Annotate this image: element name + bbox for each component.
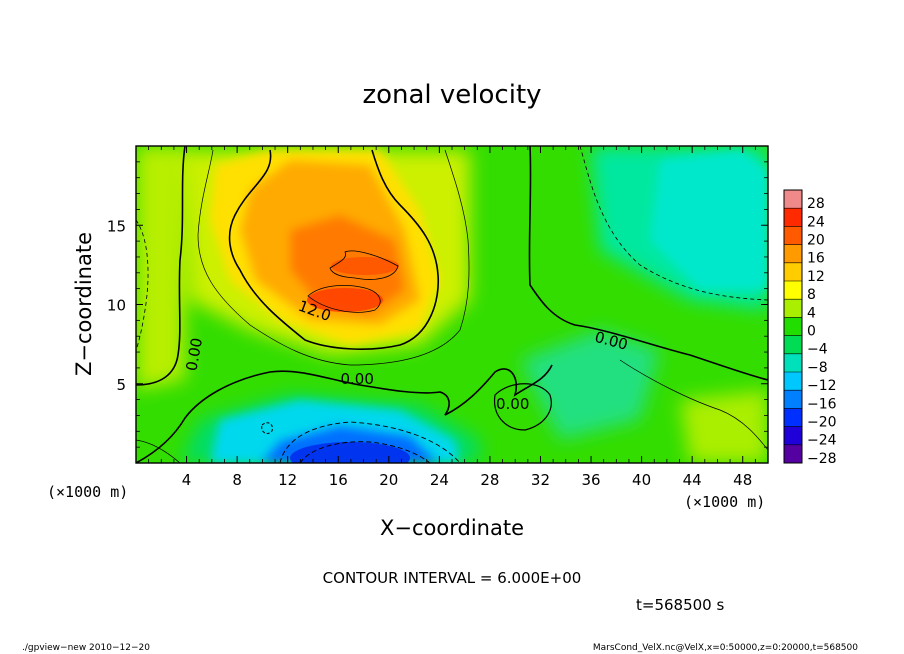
colorbar-swatch bbox=[784, 335, 802, 355]
colorbar-label: −28 bbox=[807, 451, 837, 467]
colorbar-label: 4 bbox=[807, 305, 816, 321]
x-tick-label: 28 bbox=[480, 471, 499, 489]
colorbar-label: −16 bbox=[807, 396, 837, 412]
x-tick-label: 40 bbox=[632, 471, 651, 489]
x-tick-label: 8 bbox=[232, 471, 242, 489]
colorbar-swatch bbox=[784, 317, 802, 337]
colorbar-swatch bbox=[784, 426, 802, 446]
colorbar-swatch bbox=[784, 190, 802, 209]
y-axis: 5 10 15 bbox=[107, 161, 768, 448]
colorbar-swatch bbox=[784, 226, 802, 246]
colorbar-label: 20 bbox=[807, 233, 825, 249]
contour-neg12-low bbox=[299, 441, 431, 463]
colorbar-swatch bbox=[784, 262, 802, 282]
colorbar-label: 8 bbox=[807, 287, 816, 303]
x-tick-label: 36 bbox=[581, 471, 600, 489]
contour-interval: CONTOUR INTERVAL = 6.000E+00 bbox=[323, 569, 582, 587]
x-unit-right: (×1000 m) bbox=[684, 493, 765, 511]
colorbar-label: 12 bbox=[807, 269, 825, 285]
colorbar-label: −12 bbox=[807, 378, 837, 394]
y-tick-label: 15 bbox=[107, 217, 126, 235]
footer-right: MarsCond_VelX.nc@VelX,x=0:50000,z=0:2000… bbox=[593, 643, 858, 653]
colorbar: 28 24 20 16 12 8 4 0 −4 −8 −12 −16 −20 −24 −28 bbox=[783, 189, 837, 467]
y-axis-label: Z−coordinate bbox=[72, 232, 96, 376]
x-tick-label: 24 bbox=[430, 471, 449, 489]
field-region-cyan-patch bbox=[650, 150, 768, 290]
x-tick-label: 48 bbox=[733, 471, 752, 489]
contour-0-right bbox=[528, 146, 768, 381]
colorbar-label: −24 bbox=[807, 433, 837, 449]
colorbar-label: 28 bbox=[807, 196, 825, 212]
colorbar-swatch bbox=[784, 353, 802, 373]
colorbar-swatch bbox=[784, 208, 802, 227]
field-jet-max-upper bbox=[331, 257, 399, 275]
x-axis-label: X−coordinate bbox=[380, 516, 524, 540]
plot-area: 12.00.000.000.000.00 bbox=[136, 146, 768, 463]
contour-neg6-left bbox=[136, 219, 149, 351]
contour-18-upper bbox=[329, 250, 399, 280]
chart-title: zonal velocity bbox=[362, 80, 541, 110]
colorbar-frame bbox=[783, 189, 803, 464]
x-tick-label: 4 bbox=[182, 471, 192, 489]
colorbar-label: −20 bbox=[807, 415, 837, 431]
colorbar-label: −4 bbox=[807, 342, 828, 358]
x-tick-label: 32 bbox=[531, 471, 550, 489]
contour-label: 0.00 bbox=[183, 336, 207, 372]
contour-small-loop bbox=[261, 422, 273, 434]
colorbar-label: 24 bbox=[807, 214, 825, 230]
field-region-lower-cyan bbox=[520, 330, 660, 440]
contour-label: 0.00 bbox=[340, 370, 373, 388]
contour-6-right bbox=[619, 359, 768, 451]
x-tick-label: 20 bbox=[379, 471, 398, 489]
x-tick-label: 16 bbox=[329, 471, 348, 489]
field-region-right-low bbox=[680, 390, 768, 463]
colorbar-label: 16 bbox=[807, 251, 825, 267]
contour-0-island bbox=[494, 383, 552, 431]
contour-0-left bbox=[136, 146, 186, 386]
colorbar-label: −8 bbox=[807, 360, 828, 376]
x-axis: 4 8 12 16 20 24 28 32 36 40 44 48 bbox=[148, 146, 756, 489]
y-tick-label: 5 bbox=[116, 376, 126, 394]
colorbar-swatch bbox=[784, 244, 802, 264]
footer-left: ./gpview−new 2010−12−20 bbox=[22, 643, 150, 653]
colorbar-swatch bbox=[784, 390, 802, 409]
field-region-left-yellow bbox=[136, 146, 185, 390]
field-low-min bbox=[290, 442, 410, 463]
contour-neg6-upper bbox=[579, 146, 768, 301]
contour-12 bbox=[228, 149, 440, 350]
colorbar-label: 0 bbox=[807, 324, 816, 340]
x-tick-label: 12 bbox=[278, 471, 297, 489]
x-tick-label: 44 bbox=[683, 471, 702, 489]
colorbar-swatch bbox=[784, 408, 802, 428]
time-label: t=568500 s bbox=[636, 596, 724, 614]
x-unit-left: (×1000 m) bbox=[47, 483, 128, 501]
colorbar-swatch bbox=[784, 372, 802, 391]
contour-label: 0.00 bbox=[496, 395, 529, 413]
y-tick-label: 10 bbox=[107, 297, 126, 315]
contour-6-jet bbox=[197, 149, 470, 366]
colorbar-swatch bbox=[784, 444, 802, 464]
contour-18-lower bbox=[307, 285, 381, 313]
contour-0-middle bbox=[136, 364, 553, 463]
contour-neg6-low bbox=[279, 421, 461, 463]
contour-6-bottom-left bbox=[136, 439, 181, 463]
colorbar-swatch bbox=[784, 281, 802, 300]
colorbar-swatch bbox=[784, 299, 802, 318]
